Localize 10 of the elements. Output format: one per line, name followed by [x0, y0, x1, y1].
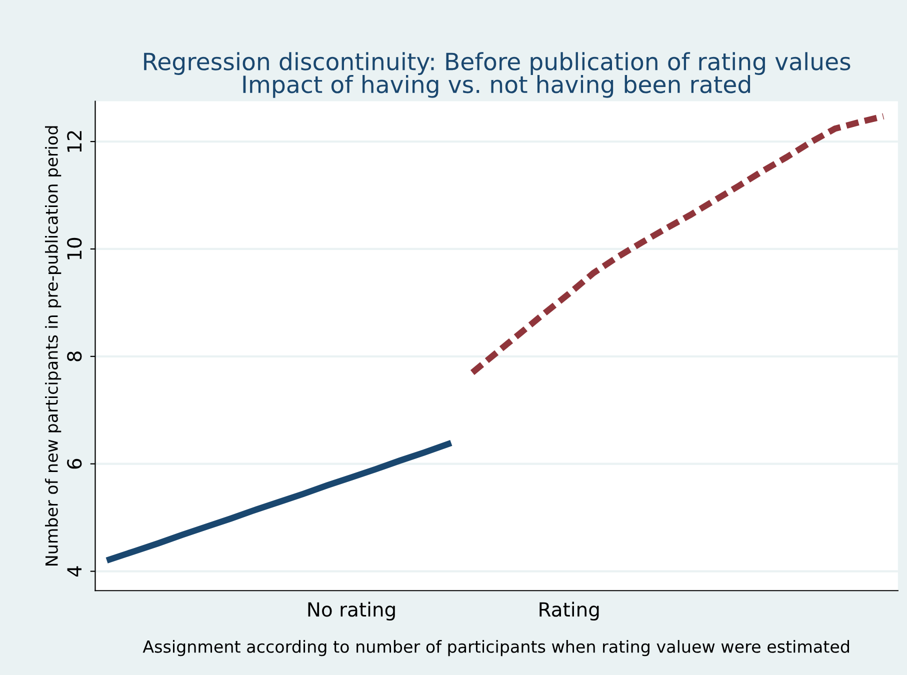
- x-tick-label: No rating: [308, 602, 395, 621]
- chart-title: Regression discontinuity: Before publication of rating values Impact of having vs. not having been rated: [144, 52, 850, 98]
- x-axis-title: Assignment according to number of participants when rating valuew were estimated: [142, 640, 849, 656]
- y-tick-label: 10: [67, 238, 82, 260]
- y-tick-label: 4: [67, 566, 82, 577]
- y-tick-label: 12: [67, 131, 82, 152]
- x-tick-label: Rating: [540, 602, 599, 621]
- y-axis-title: Number of new participants in pre-publication period: [45, 126, 62, 566]
- y-tick-label: 6: [67, 458, 82, 469]
- y-tick-label: 8: [67, 352, 82, 362]
